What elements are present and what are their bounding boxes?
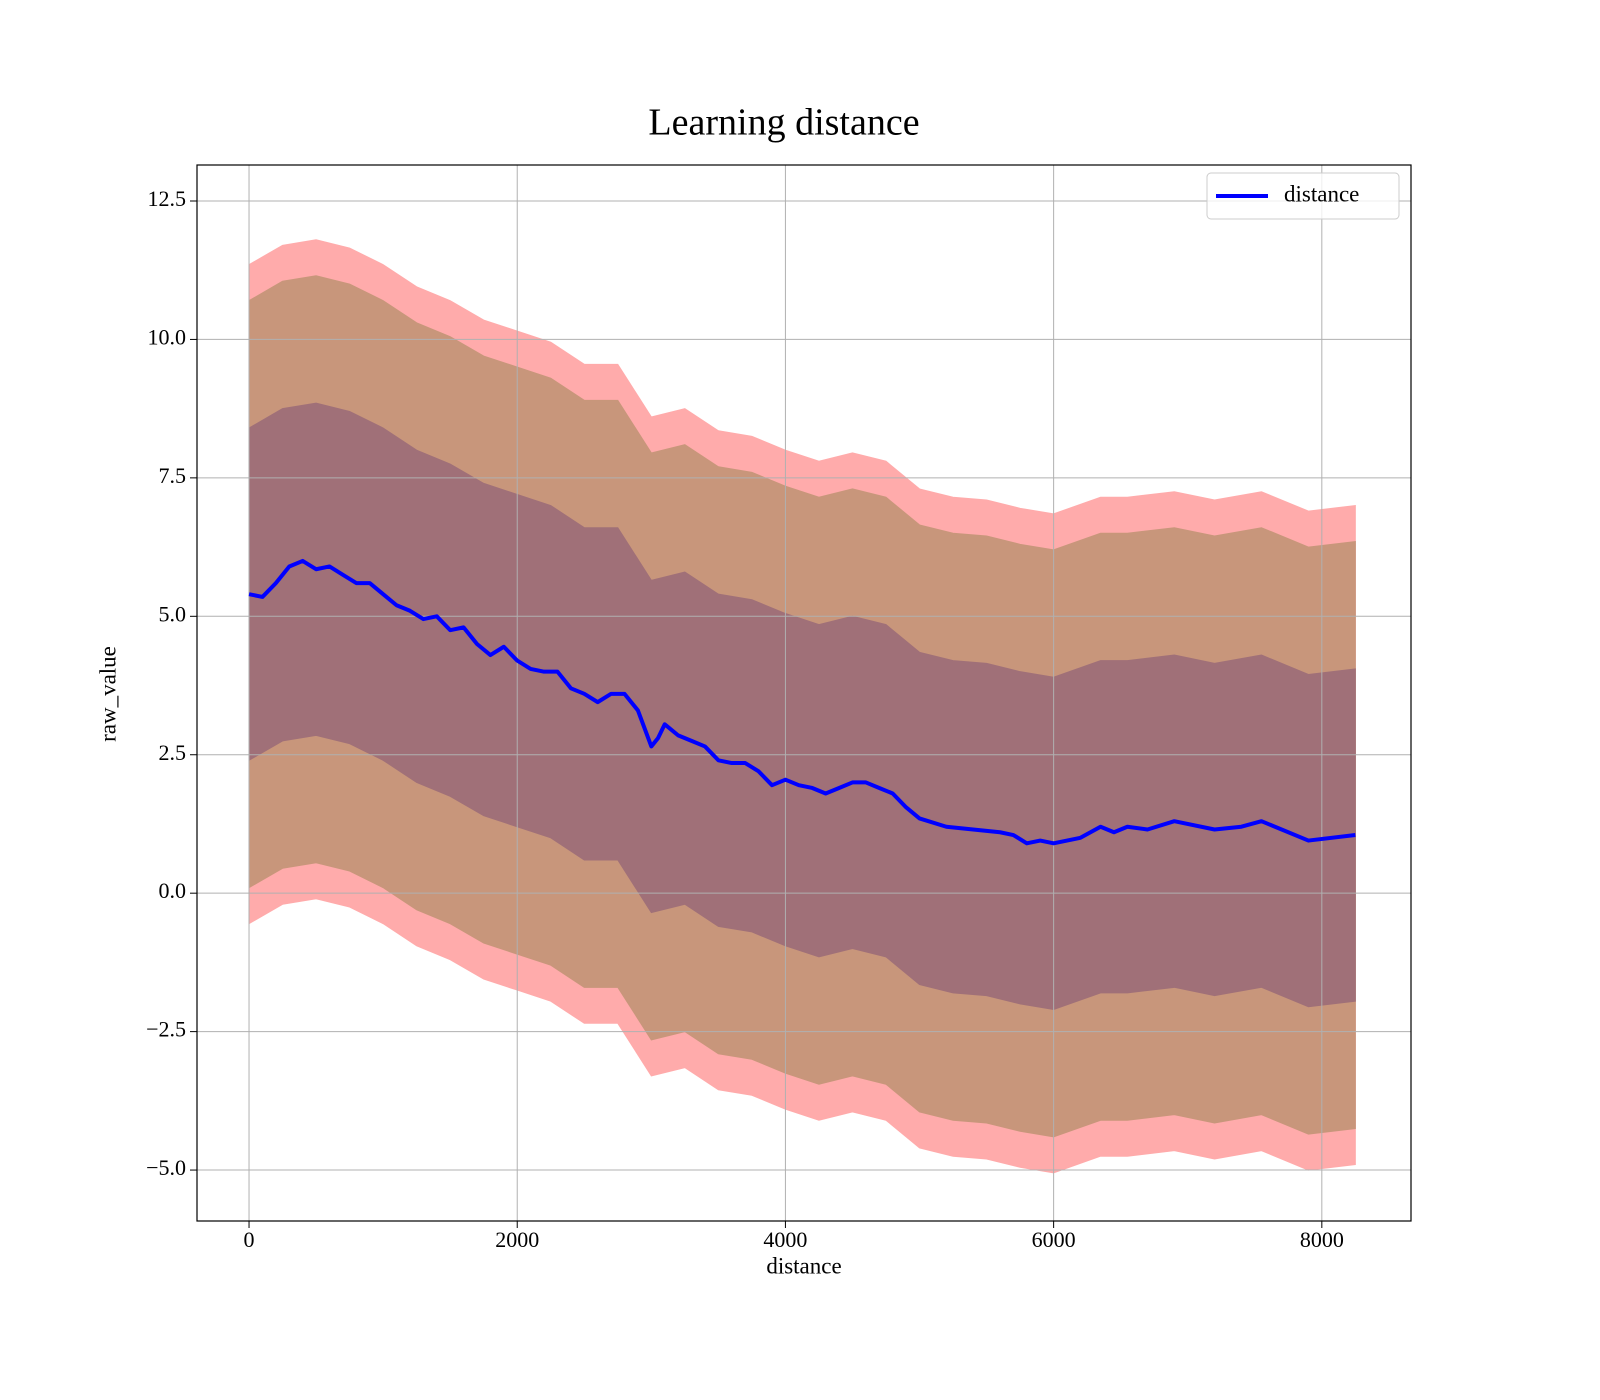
legend: distance [1206, 172, 1400, 220]
y-tick-label: 10.0 [148, 324, 187, 349]
band [248, 402, 1356, 1010]
legend-box [1206, 172, 1400, 220]
y-axis-label: raw_value [95, 646, 120, 742]
y-tick-label: 0.0 [159, 878, 187, 903]
x-tick-label: 4000 [763, 1227, 807, 1252]
y-tick-label: −5.0 [146, 1155, 186, 1180]
plot-frame [196, 164, 1412, 1222]
x-tick-label: 8000 [1300, 1227, 1344, 1252]
chart-title: Learning distance [648, 102, 919, 144]
data-line [248, 558, 1356, 846]
y-tick-label: −2.5 [146, 1017, 186, 1042]
y-tick-label: 5.0 [159, 601, 187, 626]
legend-label: distance [1284, 181, 1359, 206]
y-tick-label: 12.5 [148, 186, 187, 211]
x-axis-label: distance [766, 1253, 841, 1278]
x-tick-label: 2000 [495, 1227, 539, 1252]
x-tick-label: 0 [244, 1227, 255, 1252]
x-tick-label: 6000 [1032, 1227, 1076, 1252]
y-tick-label: 2.5 [159, 740, 187, 765]
y-tick-label: 7.5 [159, 463, 187, 488]
